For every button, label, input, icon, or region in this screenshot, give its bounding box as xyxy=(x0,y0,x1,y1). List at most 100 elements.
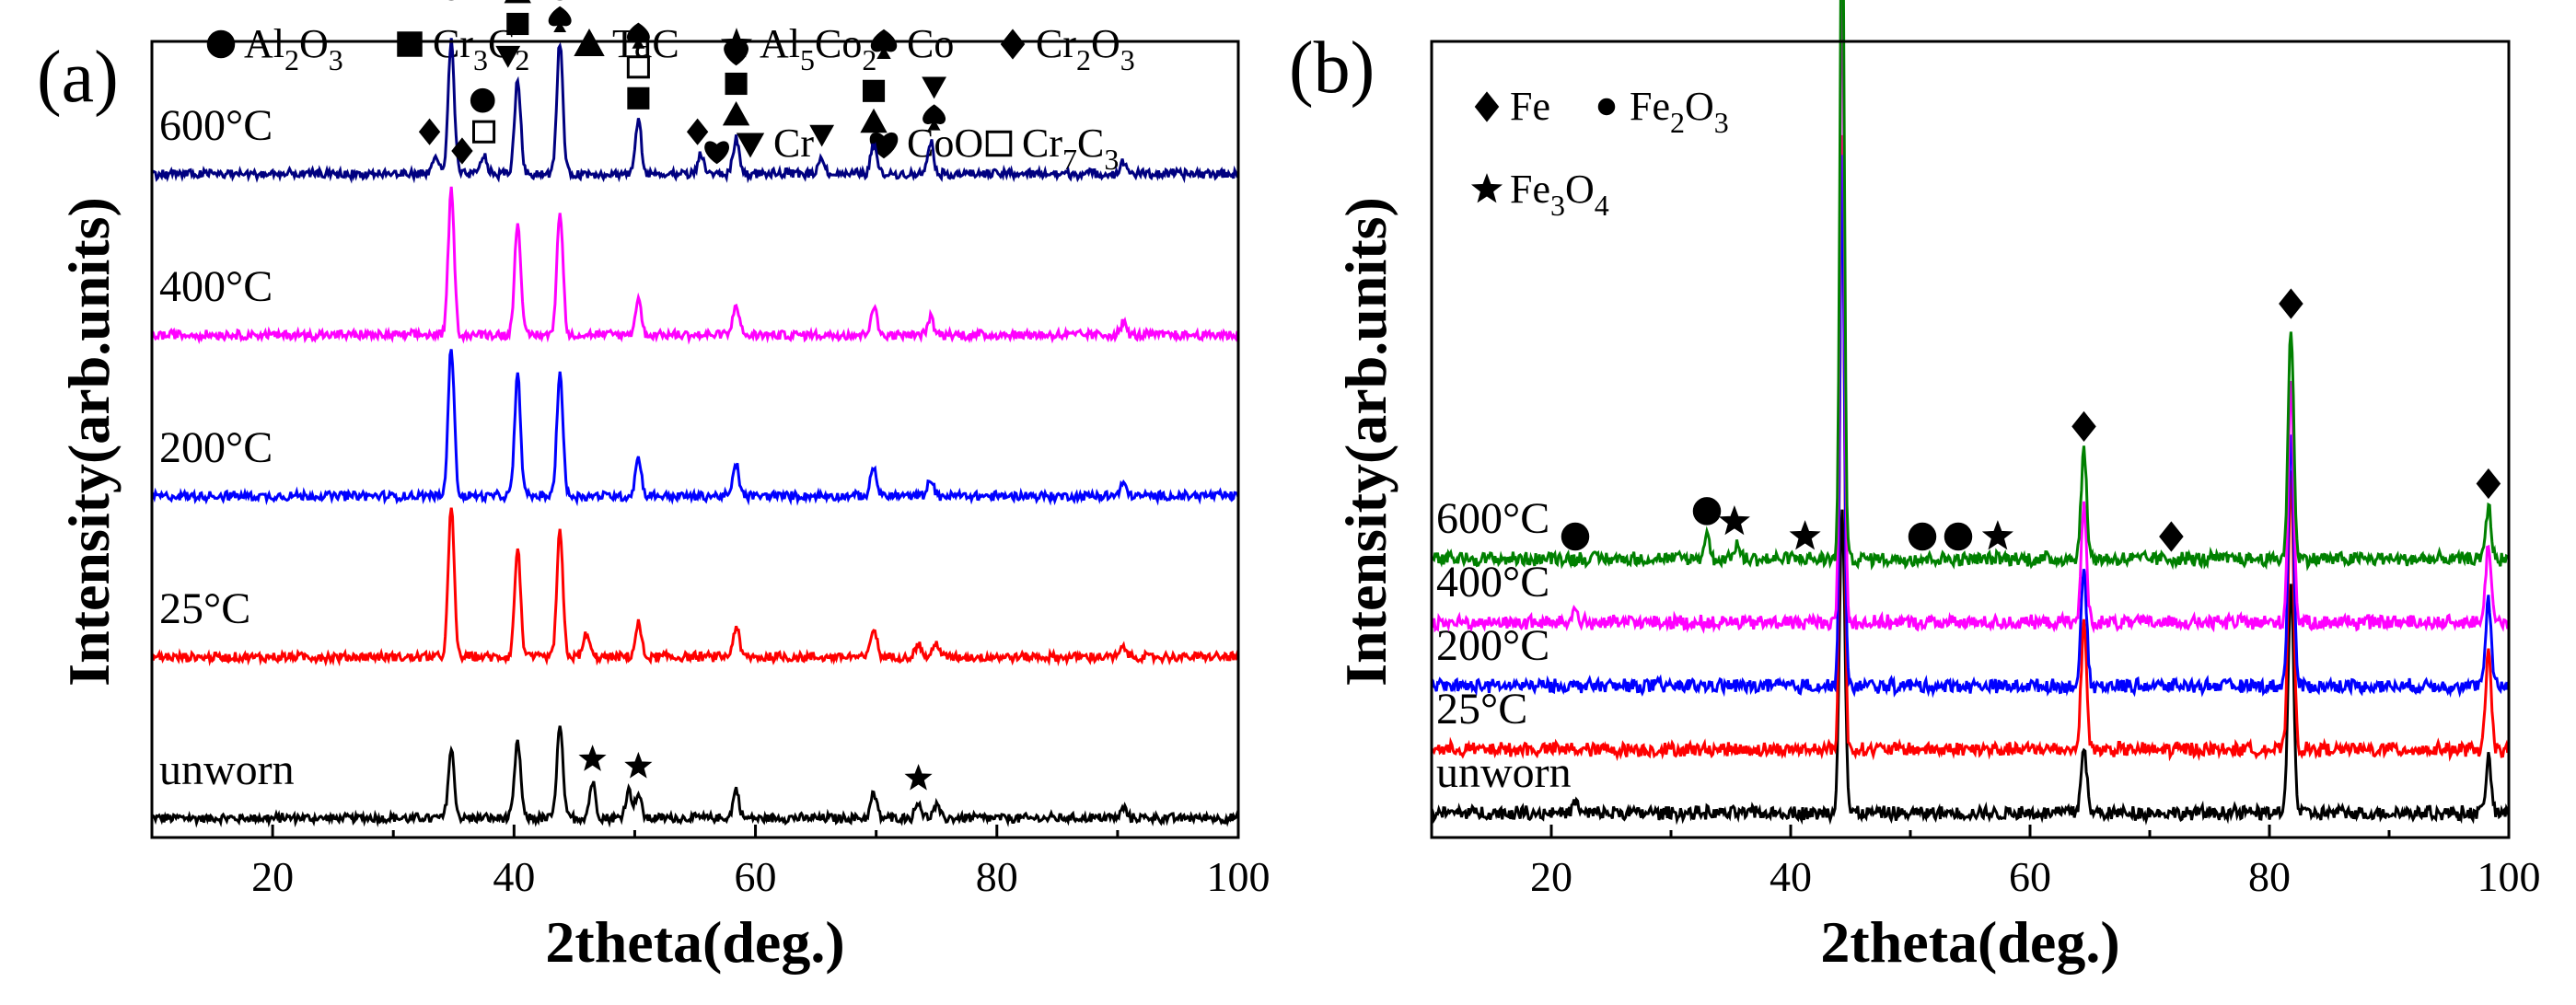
series-label: 600°C xyxy=(159,101,273,150)
panel-b: (b) Fe Fe2O3 Fe3O4 unworn 25°C 200°C 400°C 600… xyxy=(1289,0,2541,975)
legend-item: Cr2O3 xyxy=(1000,21,1135,76)
x-tick-label: 20 xyxy=(1530,853,1572,900)
phase-marker-diamond xyxy=(2159,521,2184,552)
series-line-unworn xyxy=(1430,509,2511,826)
phase-marker-triangle-down xyxy=(495,45,521,68)
x-tick-label: 80 xyxy=(976,853,1018,900)
series-label: 600°C xyxy=(1436,494,1549,543)
legend-item: Fe xyxy=(1474,84,1550,129)
series-line-400C xyxy=(150,186,1239,345)
series-line-600C xyxy=(1431,0,2510,572)
legend-label: CoO xyxy=(907,121,983,166)
phase-marker-star xyxy=(1789,520,1821,550)
phase-marker-triangle-down xyxy=(809,124,835,147)
panel-a-x-axis-title: 2theta(deg.) xyxy=(545,909,844,975)
legend-item: Co xyxy=(870,21,954,66)
phase-marker-star xyxy=(904,763,933,791)
series-line-25C xyxy=(150,507,1240,667)
phase-marker-diamond xyxy=(451,137,473,165)
x-tick-label: 60 xyxy=(735,853,777,900)
legend-item: Cr xyxy=(736,121,814,166)
legend-square-open-icon xyxy=(985,130,1013,157)
phase-marker-triangle-down xyxy=(922,76,947,99)
phase-marker-square xyxy=(862,79,886,102)
legend-label: Cr7C3 xyxy=(1022,121,1119,176)
phase-marker-diamond xyxy=(2279,288,2303,319)
legend-item: Fe2O3 xyxy=(1597,84,1729,139)
panel-b-y-axis-title: Intensity(arb.units) xyxy=(1333,197,1398,687)
panel-b-label: (b) xyxy=(1289,28,1375,109)
phase-marker-diamond xyxy=(2476,468,2501,500)
phase-marker-circle xyxy=(1692,497,1722,526)
phase-marker-spade xyxy=(548,6,572,32)
phase-marker-triangle xyxy=(504,0,531,4)
phase-marker-circle xyxy=(1561,522,1590,551)
phase-marker-square xyxy=(627,87,650,110)
panel-a-plot-frame xyxy=(150,40,1240,839)
series-line-200C xyxy=(150,349,1240,507)
legend-triangle-down-icon xyxy=(736,133,765,158)
series-label: 25°C xyxy=(159,584,250,633)
legend-label: Fe xyxy=(1510,84,1550,129)
legend-label: Al5Co2 xyxy=(760,21,876,76)
panel-a-y-axis-title: Intensity(arb.units) xyxy=(56,197,122,687)
legend-label: Co xyxy=(907,21,954,66)
panel-b-phase-markers xyxy=(1561,288,2501,552)
phase-marker-heart xyxy=(704,141,729,165)
legend-item: Fe3O4 xyxy=(1470,167,1609,222)
legend-label: Cr xyxy=(773,121,814,166)
x-tick-label: 80 xyxy=(2248,853,2291,900)
series-line-25C xyxy=(1430,134,2511,762)
series-label: 400°C xyxy=(1436,558,1549,606)
legend-dot-icon xyxy=(1597,98,1616,116)
panel-a-phase-markers xyxy=(418,0,947,791)
panel-b-legend: Fe Fe2O3 Fe3O4 xyxy=(1470,84,1729,222)
legend-label: Cr2O3 xyxy=(1036,21,1135,76)
x-tick-label: 100 xyxy=(1207,853,1271,900)
x-tick-label: 40 xyxy=(1770,853,1812,900)
phase-marker-star xyxy=(1718,505,1750,536)
series-label: 400°C xyxy=(159,262,273,311)
phase-marker-square-open xyxy=(626,55,650,79)
phase-marker-spade xyxy=(922,104,946,131)
legend-label: Al2O3 xyxy=(244,21,343,76)
phase-marker-circle xyxy=(1944,522,1973,551)
phase-marker-square-open xyxy=(472,120,496,144)
legend-square-icon xyxy=(397,31,423,57)
phase-marker-triangle xyxy=(722,100,750,126)
phase-marker-star xyxy=(578,745,607,771)
legend-label: Fe2O3 xyxy=(1630,84,1729,139)
phase-marker-square xyxy=(725,72,748,96)
panel-a-series-group: unworn 25°C 200°C 400°C 600°C xyxy=(150,38,1240,828)
legend-item: Al2O3 xyxy=(206,21,343,76)
panel-a-label: (a) xyxy=(37,37,119,118)
panel-b-x-axis-title: 2theta(deg.) xyxy=(1820,909,2119,975)
x-tick-label: 100 xyxy=(2477,853,2541,900)
series-label: unworn xyxy=(1436,748,1572,797)
series-line-400C xyxy=(1431,0,2511,634)
legend-star-icon xyxy=(1470,173,1503,203)
series-label: 25°C xyxy=(1436,685,1527,734)
series-line-600C xyxy=(150,38,1239,184)
legend-circle-icon xyxy=(206,29,236,59)
phase-marker-triangle xyxy=(860,108,888,133)
series-label: 200°C xyxy=(159,423,273,472)
series-label: unworn xyxy=(159,745,295,794)
legend-diamond-icon xyxy=(1000,29,1026,60)
phase-marker-circle xyxy=(470,87,495,113)
panel-b-plot-frame xyxy=(1430,40,2511,839)
series-line-200C xyxy=(1430,155,2511,699)
legend-label: Fe3O4 xyxy=(1510,167,1609,222)
x-tick-label: 60 xyxy=(2009,853,2051,900)
panel-b-series-group: unworn 25°C 200°C 400°C 600°C xyxy=(1430,0,2511,826)
x-tick-label: 20 xyxy=(251,853,294,900)
phase-marker-diamond xyxy=(2071,410,2096,443)
phase-marker-circle xyxy=(1908,522,1937,551)
phase-marker-square xyxy=(506,12,529,36)
phase-marker-diamond xyxy=(418,118,441,145)
phase-marker-diamond xyxy=(686,118,709,145)
phase-marker-star xyxy=(624,751,653,779)
